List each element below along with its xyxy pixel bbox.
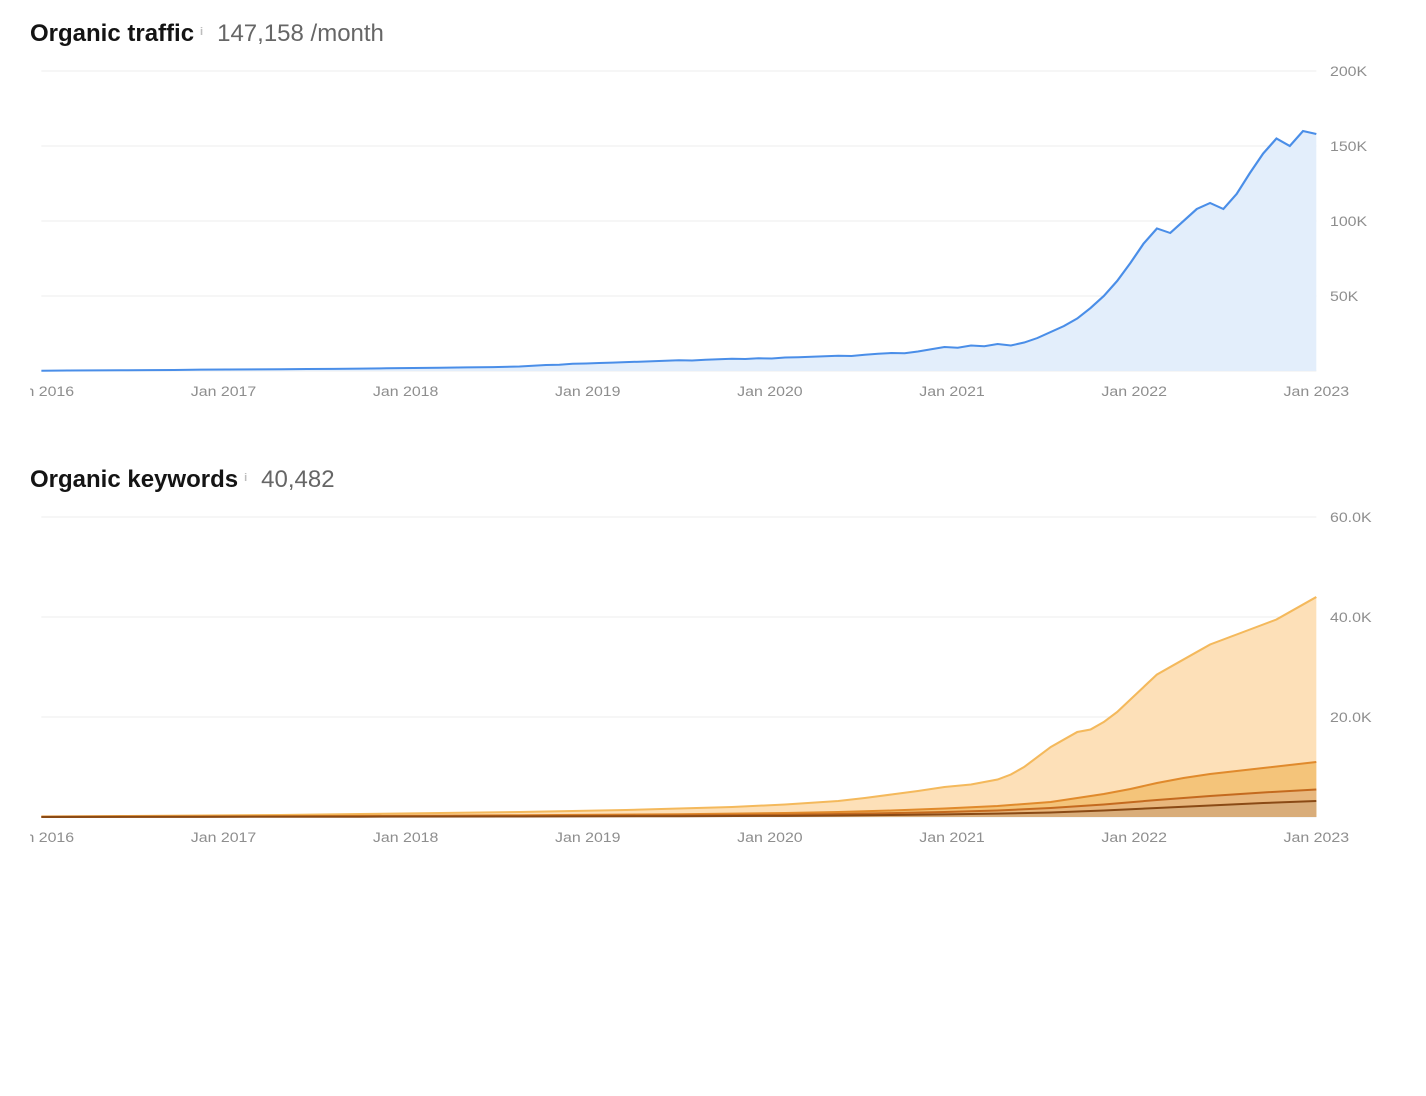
keywords-chart[interactable]: 20.0K 40.0K 60.0K Jan 2016 Jan 2017 Jan 2018 J… [30,512,1396,852]
svg-text:200K: 200K [1330,66,1367,80]
info-icon[interactable]: i [200,26,203,38]
svg-text:Jan 2016: Jan 2016 [30,384,74,400]
keywords-value: 40,482 [261,466,334,494]
keywords-title-text: Organic keywords [30,466,238,494]
svg-text:20.0K: 20.0K [1330,710,1372,726]
traffic-value: 147,158 /month [217,20,384,48]
svg-text:Jan 2018: Jan 2018 [373,384,439,400]
svg-text:40.0K: 40.0K [1330,610,1372,626]
keywords-block: Organic keywords i 40,482 20.0K 40.0K 60.0… [30,466,1396,852]
svg-text:Jan 2019: Jan 2019 [555,384,621,400]
svg-text:100K: 100K [1330,214,1367,230]
svg-text:Jan 2019: Jan 2019 [555,830,621,846]
svg-text:Jan 2022: Jan 2022 [1101,384,1167,400]
svg-text:50K: 50K [1330,289,1358,305]
svg-text:Jan 2021: Jan 2021 [919,830,985,846]
keywords-title: Organic keywords i [30,466,247,494]
traffic-title-text: Organic traffic [30,20,194,48]
svg-text:Jan 2023: Jan 2023 [1284,384,1350,400]
svg-text:Jan 2017: Jan 2017 [191,830,257,846]
svg-text:Jan 2020: Jan 2020 [737,830,803,846]
svg-text:Jan 2022: Jan 2022 [1101,830,1167,846]
traffic-block: Organic traffic i 147,158 /month 50K 100K… [30,20,1396,406]
svg-text:Jan 2020: Jan 2020 [737,384,803,400]
traffic-header: Organic traffic i 147,158 /month [30,20,1396,48]
svg-text:Jan 2018: Jan 2018 [373,830,439,846]
traffic-title: Organic traffic i [30,20,203,48]
svg-text:Jan 2017: Jan 2017 [191,384,257,400]
svg-text:Jan 2016: Jan 2016 [30,830,74,846]
svg-text:Jan 2023: Jan 2023 [1284,830,1350,846]
info-icon[interactable]: i [244,472,247,484]
svg-text:60.0K: 60.0K [1330,512,1372,526]
svg-text:150K: 150K [1330,139,1367,155]
keywords-header: Organic keywords i 40,482 [30,466,1396,494]
traffic-chart[interactable]: 50K 100K 150K 200K Jan 2016 Jan 2017 Jan 2018 J… [30,66,1396,406]
svg-text:Jan 2021: Jan 2021 [919,384,985,400]
